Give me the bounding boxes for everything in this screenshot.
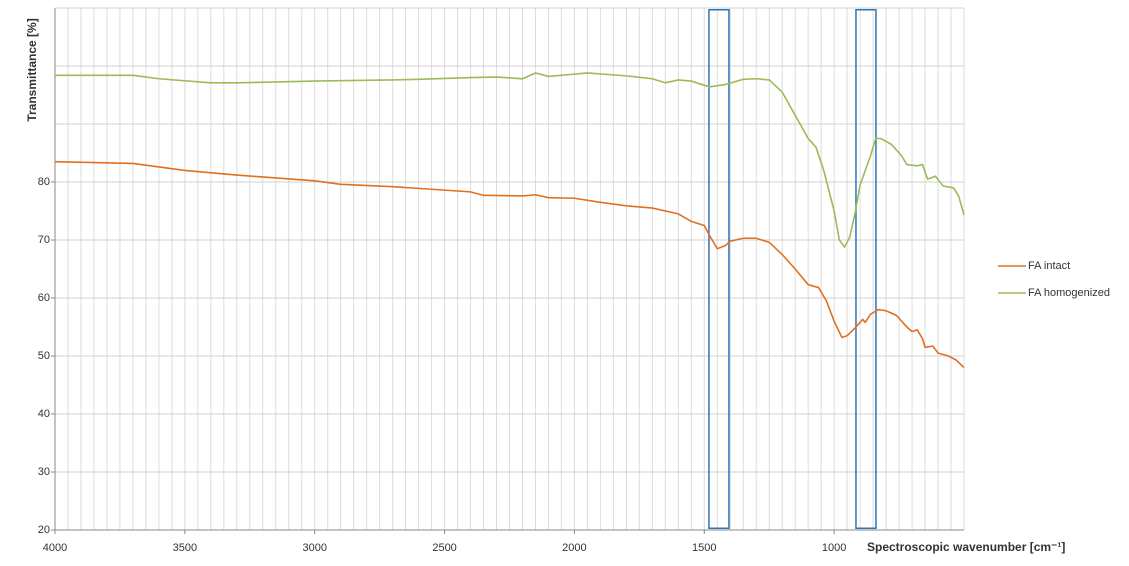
legend-label: FA homogenized xyxy=(1028,287,1110,299)
y-tick-label: 30 xyxy=(38,466,50,478)
series-line xyxy=(55,72,965,249)
x-tick-label: 1500 xyxy=(692,542,716,554)
y-tick-label: 20 xyxy=(38,524,50,536)
x-tick-label: 3500 xyxy=(173,542,197,554)
legend-label: FA intact xyxy=(1028,260,1070,272)
x-tick-label: 2000 xyxy=(562,542,586,554)
x-tick-label: 1000 xyxy=(822,542,846,554)
x-tick-label: 2500 xyxy=(432,542,456,554)
highlight-box xyxy=(855,8,877,530)
y-tick-label: 40 xyxy=(38,408,50,420)
y-tick-label: 80 xyxy=(38,176,50,188)
series-line xyxy=(54,160,965,369)
x-tick-label: 3000 xyxy=(302,542,326,554)
y-axis-title: Transmittance [%] xyxy=(25,18,39,121)
x-axis-title: Spectroscopic wavenumber [cm⁻¹] xyxy=(867,540,1065,554)
y-tick-label: 60 xyxy=(38,292,50,304)
highlight-box xyxy=(708,8,730,530)
y-tick-label: 70 xyxy=(38,234,50,246)
x-tick-label: 4000 xyxy=(43,542,67,554)
y-tick-label: 50 xyxy=(38,350,50,362)
